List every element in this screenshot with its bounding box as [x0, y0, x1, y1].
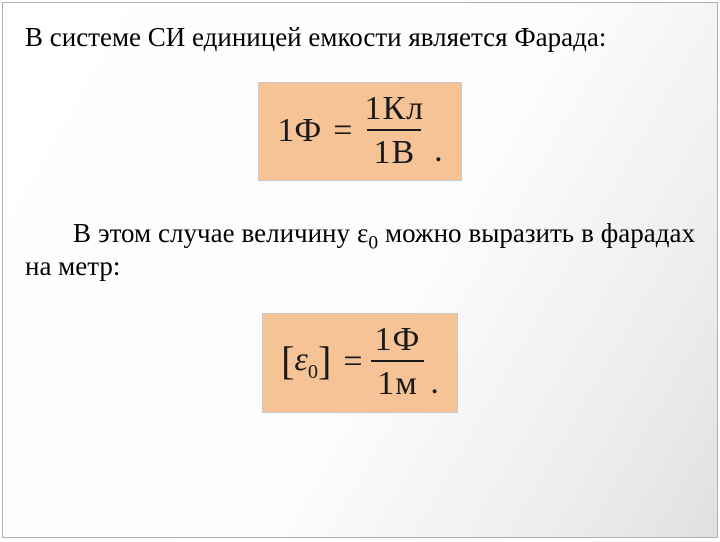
formula-1-period: .: [434, 134, 443, 168]
formula-2-wrap: [ε0] = 1Ф 1м .: [25, 313, 695, 412]
middle-subscript-zero: 0: [368, 233, 378, 254]
formula-1: 1Ф = 1Кл 1В .: [277, 91, 442, 170]
formula-2-denominator: 1м: [371, 360, 424, 402]
equals-sign: =: [343, 345, 362, 379]
equals-sign: =: [333, 114, 352, 148]
formula-1-box: 1Ф = 1Кл 1В .: [258, 82, 461, 181]
slide-frame: В системе СИ единицей емкости является Ф…: [2, 2, 718, 538]
formula-2-period: .: [430, 366, 439, 400]
formula-2-lhs: [ε0]: [281, 341, 331, 382]
middle-paragraph: В этом случае величину ε0 можно выразить…: [25, 217, 695, 283]
formula-1-fraction: 1Кл 1В: [358, 91, 430, 170]
formula-1-lhs: 1Ф: [277, 114, 321, 148]
formula-1-denominator: 1В: [367, 129, 421, 171]
intro-paragraph: В системе СИ единицей емкости является Ф…: [25, 21, 695, 54]
epsilon-subscript-zero: 0: [308, 361, 318, 383]
epsilon-symbol: ε: [294, 341, 307, 378]
formula-2-box: [ε0] = 1Ф 1м .: [262, 313, 458, 412]
formula-1-numerator: 1Кл: [358, 91, 430, 129]
left-bracket: [: [281, 338, 294, 383]
middle-text-a: В этом случае величину ε: [73, 218, 368, 248]
right-bracket: ]: [318, 338, 331, 383]
formula-2: [ε0] = 1Ф 1м .: [281, 322, 439, 401]
formula-2-fraction: 1Ф 1м: [369, 322, 427, 401]
formula-2-numerator: 1Ф: [369, 322, 427, 360]
formula-1-wrap: 1Ф = 1Кл 1В .: [25, 82, 695, 181]
